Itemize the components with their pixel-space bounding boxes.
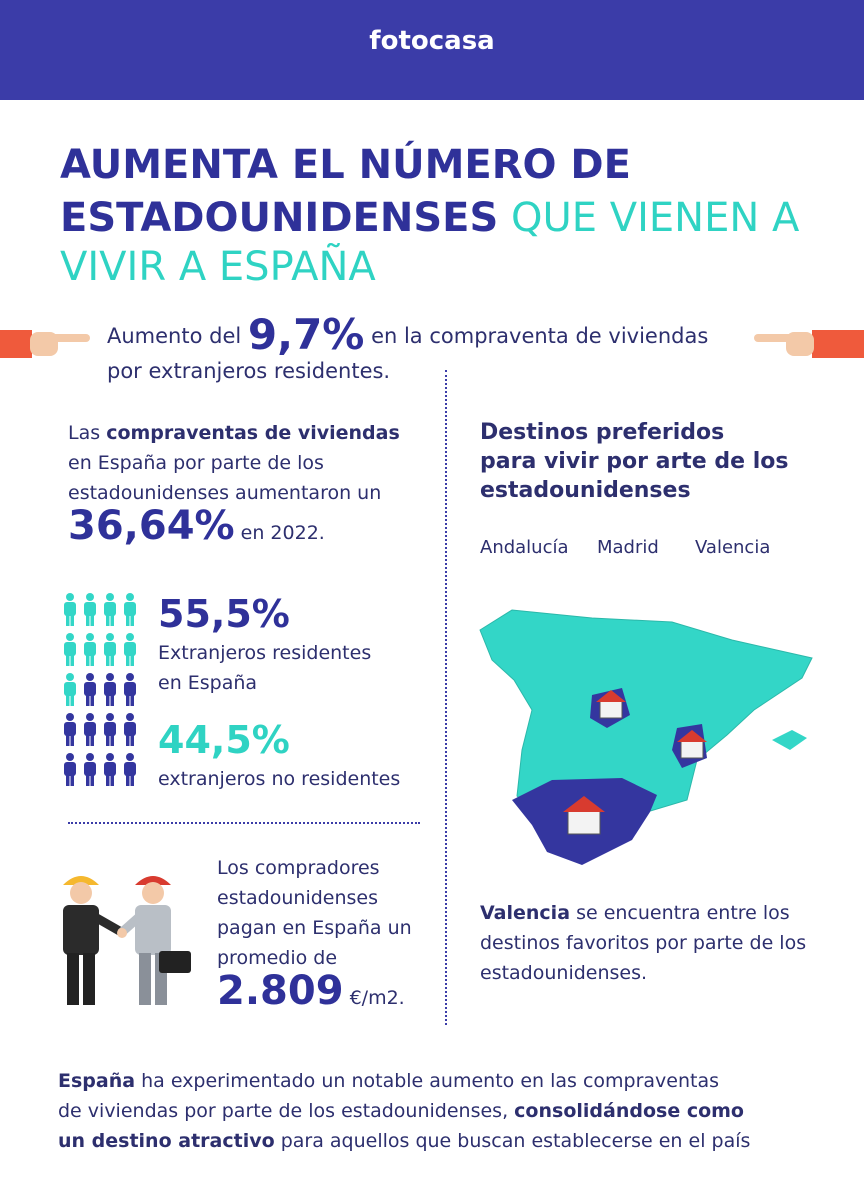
title-line: estadounidenses	[480, 478, 691, 503]
person-icon	[124, 673, 136, 706]
note-line: Valencia se encuentra entre los	[480, 898, 790, 928]
person-icon	[84, 593, 96, 626]
spain-map	[479, 609, 813, 865]
person-icon	[84, 713, 96, 746]
price-line: 2.809 €/m2.	[217, 966, 405, 1023]
person-icon	[64, 633, 76, 666]
footer-line: un destino atractivo para aquellos que b…	[58, 1126, 750, 1156]
person-icon	[124, 593, 136, 626]
person-icon	[84, 673, 96, 706]
person-icon	[104, 593, 116, 626]
destination-label: Andalucía	[480, 537, 569, 558]
destination-label: Valencia	[695, 537, 771, 558]
person-icon	[124, 713, 136, 746]
title-line: para vivir por arte de los	[480, 449, 789, 474]
person-icon	[104, 673, 116, 706]
person-icon	[84, 753, 96, 786]
price-text: promedio de	[217, 947, 338, 969]
text-line: Las compraventas de viviendas	[68, 418, 400, 448]
non-residents-label: extranjeros no residentes	[158, 768, 401, 790]
divider	[68, 822, 420, 824]
footer-bold: un destino atractivo	[58, 1130, 275, 1152]
price-text: estadounidenses	[217, 887, 379, 909]
note-line: destinos favoritos por parte de los	[480, 932, 807, 954]
person-icon	[64, 713, 76, 746]
residents-label: Extranjeros residentes	[158, 642, 372, 664]
price-value: 2.809	[217, 968, 344, 1014]
residents-value: 55,5%	[158, 592, 290, 636]
finger	[50, 334, 90, 342]
destinations-title: Destinos preferidos para vivir por arte …	[480, 418, 788, 505]
hand-right	[754, 330, 864, 358]
sleeve	[812, 330, 864, 358]
footer-bold: España	[58, 1070, 136, 1092]
person-icon	[64, 753, 76, 786]
person-icon	[104, 633, 116, 666]
note-line: estadounidenses.	[480, 962, 648, 984]
price-unit: €/m2.	[349, 987, 405, 1009]
price-text: pagan en España un	[217, 917, 412, 939]
text-bold: compraventas de viviendas	[106, 422, 400, 444]
non-residents-value: 44,5%	[158, 718, 290, 762]
text: para aquellos que buscan establecerse en…	[280, 1130, 751, 1152]
text-line: estadounidenses aumentaron un	[68, 482, 382, 504]
person-icon	[124, 753, 136, 786]
person-icon	[104, 753, 116, 786]
highlight-value: 9,7%	[247, 310, 365, 359]
title-line: Destinos preferidos	[480, 420, 725, 445]
text: ha experimentado un notable aumento en l…	[141, 1070, 720, 1092]
person-icon	[104, 713, 116, 746]
destination-label: Madrid	[597, 537, 659, 558]
title-line: AUMENTA EL NÚMERO DE	[60, 142, 631, 188]
residents-label: en España	[158, 672, 258, 694]
sleeve	[0, 330, 32, 358]
highlight-line: por extranjeros residentes.	[107, 359, 391, 383]
finger	[754, 334, 794, 342]
footer-line: de viviendas por parte de los estadounid…	[58, 1096, 744, 1126]
sales-value: 36,64%	[68, 503, 235, 549]
note-bold: Valencia	[480, 902, 571, 924]
hand-left	[0, 330, 90, 358]
footer-bold: consolidándose como	[514, 1100, 744, 1122]
text: Aumento del	[107, 324, 242, 348]
person-icon	[64, 673, 76, 706]
person-icon	[124, 633, 136, 666]
price-text: Los compradores	[217, 857, 380, 879]
text-line: 36,64% en 2022.	[68, 502, 325, 557]
people-icons	[64, 593, 136, 786]
title-bold: ESTADOUNIDENSES	[60, 195, 499, 241]
person-icon	[84, 633, 96, 666]
highlight-line: Aumento del 9,7% en la compraventa de vi…	[107, 312, 708, 359]
text: se encuentra entre los	[576, 902, 790, 924]
footer-line: España ha experimentado un notable aumen…	[58, 1066, 719, 1096]
header-bar	[0, 0, 864, 100]
text-line: en España por parte de los	[68, 452, 324, 474]
text: de viviendas por parte de los estadounid…	[58, 1100, 509, 1122]
title-line: VIVIR A ESPAÑA	[60, 244, 376, 290]
divider	[445, 370, 447, 1025]
handshake-illustration	[63, 876, 191, 1005]
logo: fotocasa	[369, 26, 495, 56]
title-line: ESTADOUNIDENSES QUE VIENEN A	[60, 195, 799, 241]
text: en 2022.	[240, 522, 325, 544]
person-icon	[64, 593, 76, 626]
text: en la compraventa de viviendas	[371, 324, 709, 348]
title-rest: QUE VIENEN A	[510, 195, 800, 241]
text: Las	[68, 422, 101, 444]
